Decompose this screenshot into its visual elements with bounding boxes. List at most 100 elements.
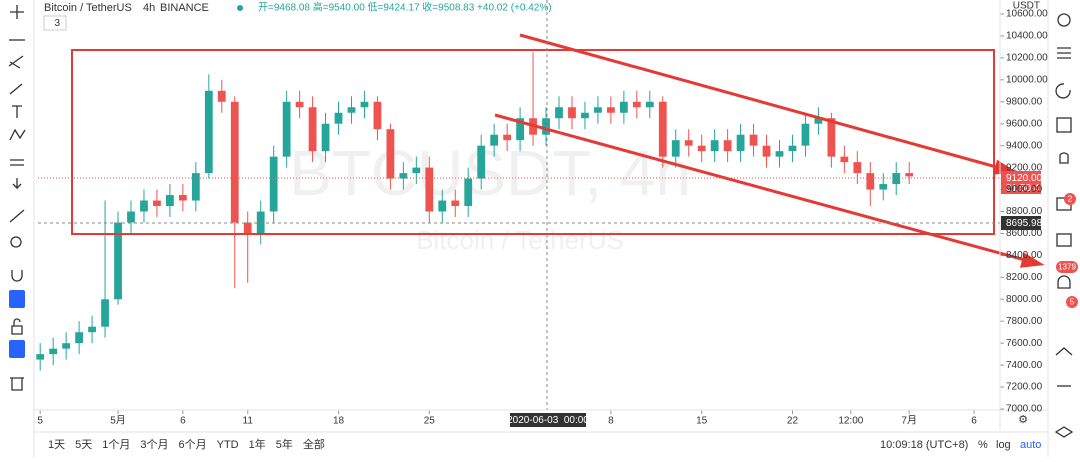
y-tick-label: 10000.00 — [1006, 74, 1048, 85]
candle-body — [373, 101, 382, 130]
candle-body — [749, 134, 758, 146]
candle-body — [49, 348, 58, 355]
clock: 10:09:18 (UTC+8) — [880, 439, 968, 451]
candle-body — [412, 167, 421, 174]
candle-body — [191, 173, 200, 201]
candle-body — [36, 354, 45, 360]
plot-area — [36, 13, 1004, 414]
candle-body — [581, 112, 589, 119]
left-toolbar — [0, 0, 34, 457]
candle-body — [788, 145, 797, 152]
x-tick-label: 7月 — [901, 415, 917, 427]
candle-body — [632, 101, 641, 108]
range-button[interactable]: 6个月 — [179, 438, 207, 451]
candle-body — [127, 211, 135, 223]
countdown: 01:50:41 — [1006, 183, 1045, 194]
range-button[interactable]: 1年 — [249, 437, 266, 451]
watermark: BTCUSDT, 4h — [289, 137, 691, 209]
x-tick-label: 22 — [787, 416, 799, 427]
y-tick-label: 8000.00 — [1006, 294, 1043, 305]
candle-body — [490, 134, 499, 146]
candle-body — [619, 101, 628, 113]
candle-body — [814, 118, 823, 124]
candle-body — [386, 129, 395, 179]
y-tick-label: 8200.00 — [1006, 272, 1043, 283]
tool-icons[interactable] — [8, 5, 26, 391]
range-button[interactable]: YTD — [217, 439, 239, 451]
y-tick-label: 10600.00 — [1006, 9, 1048, 20]
auto-toggle[interactable]: auto — [1020, 439, 1041, 451]
x-tick-label: 5 — [37, 416, 43, 427]
x-tick-label: 25 — [424, 416, 436, 427]
candle-body — [75, 332, 84, 344]
badge-text: 5 — [1070, 298, 1075, 307]
candle-body — [736, 134, 745, 152]
crosshair-time-tag — [510, 413, 586, 427]
candle-body — [710, 140, 719, 152]
x-tick-label: 18 — [333, 416, 345, 427]
y-tick-label: 10400.00 — [1006, 31, 1048, 42]
ohlc: 开=9468.08 高=9540.00 低=9424.17 收=9508.83 … — [258, 1, 552, 14]
settings-icon[interactable]: ⚙ — [1018, 414, 1028, 426]
log-toggle[interactable]: log — [996, 439, 1011, 451]
interval: 4h — [143, 2, 155, 14]
candle-body — [607, 107, 615, 113]
range-button[interactable]: 5年 — [276, 437, 293, 451]
last-price-tag — [1001, 171, 1041, 185]
y-tick-label: 9200.00 — [1006, 162, 1043, 173]
y-tick-label: 7800.00 — [1006, 316, 1043, 327]
sidebar-icons[interactable] — [1054, 13, 1074, 438]
range-button[interactable]: 1天 — [48, 439, 65, 451]
candle-body — [840, 156, 849, 163]
candle-body — [451, 200, 460, 207]
status-dot — [237, 5, 243, 11]
y-tick-label: 8400.00 — [1006, 250, 1043, 261]
badge — [1064, 193, 1076, 205]
candle-body — [853, 162, 862, 174]
candle-body — [88, 326, 96, 333]
candle-body — [697, 145, 706, 152]
candle-body — [230, 101, 239, 223]
y-tick-label: 7000.00 — [1006, 404, 1043, 415]
candle-body — [866, 173, 875, 190]
candle-body — [645, 101, 654, 108]
badge — [1056, 261, 1078, 273]
candle-body — [399, 173, 408, 179]
badge — [1066, 296, 1078, 308]
candle-body — [503, 134, 512, 141]
last-price: 9120.00 — [1006, 173, 1043, 184]
indicator-count: 3 — [54, 18, 60, 29]
y-tick-label: 9000.00 — [1006, 184, 1043, 195]
candle-body — [477, 145, 486, 179]
y-tick-label: 9400.00 — [1006, 140, 1043, 151]
candle-body — [269, 156, 278, 212]
range-button[interactable]: 3个月 — [140, 438, 168, 451]
range-button[interactable]: 全部 — [303, 437, 325, 451]
range-box — [71, 49, 995, 235]
x-tick-label: 6 — [971, 416, 977, 427]
indicator-toggle[interactable] — [43, 15, 67, 31]
range-button[interactable]: 5天 — [75, 439, 92, 451]
x-tick-label: 6 — [180, 416, 186, 427]
candle-body — [425, 167, 434, 212]
candle-body — [243, 222, 252, 234]
crosshair-price-tag — [1001, 216, 1041, 230]
range-button[interactable]: 1个月 — [102, 438, 130, 451]
candle-body — [347, 107, 356, 113]
countdown-tag — [1001, 182, 1041, 194]
y-tick-label: 8800.00 — [1006, 206, 1043, 217]
candle-body — [879, 184, 888, 190]
y-tick-label: 9800.00 — [1006, 96, 1043, 107]
range-buttons: 1天 5天 1个月 3个月 6个月 YTD 1年 5年 全部 — [48, 437, 325, 451]
badge-text: 2 — [1068, 195, 1073, 204]
y-tick-label: 10200.00 — [1006, 53, 1048, 64]
candle-body — [464, 178, 473, 207]
candle-body — [256, 211, 265, 234]
candle-body — [140, 200, 148, 212]
candle-body — [204, 90, 213, 174]
candle-body — [594, 107, 602, 113]
candle-body — [295, 101, 304, 108]
candle-body — [542, 118, 550, 135]
percent-toggle[interactable]: % — [978, 439, 988, 451]
symbol: Bitcoin / TetherUS — [44, 2, 132, 14]
